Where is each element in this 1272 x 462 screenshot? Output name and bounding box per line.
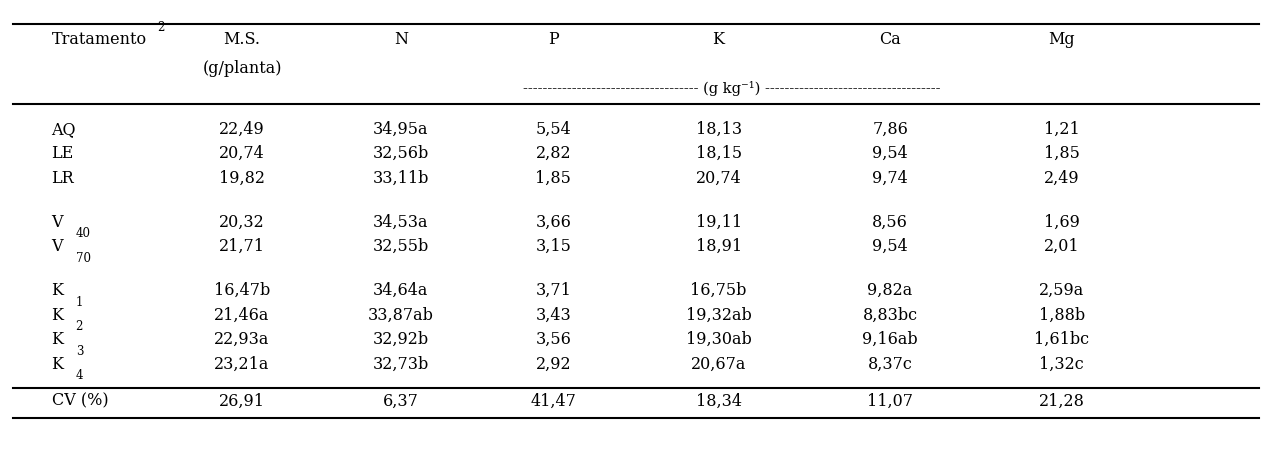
Text: K: K	[52, 331, 64, 348]
Text: K: K	[52, 356, 64, 373]
Text: 2: 2	[75, 320, 83, 333]
Text: 32,56b: 32,56b	[373, 145, 429, 162]
Text: 3,71: 3,71	[536, 282, 571, 299]
Text: 8,56: 8,56	[873, 214, 908, 231]
Text: 3,15: 3,15	[536, 238, 571, 255]
Text: N: N	[394, 31, 408, 49]
Text: 16,47b: 16,47b	[214, 282, 270, 299]
Text: 20,74: 20,74	[219, 145, 265, 162]
Text: 9,16ab: 9,16ab	[862, 331, 918, 348]
Text: 32,55b: 32,55b	[373, 238, 429, 255]
Text: 2,49: 2,49	[1044, 170, 1080, 187]
Text: P: P	[548, 31, 558, 49]
Text: 33,11b: 33,11b	[373, 170, 429, 187]
Text: 7,86: 7,86	[873, 121, 908, 138]
Text: 6,37: 6,37	[383, 393, 418, 409]
Text: Tratamento: Tratamento	[52, 31, 146, 49]
Text: 19,82: 19,82	[219, 170, 265, 187]
Text: 18,34: 18,34	[696, 393, 742, 409]
Text: 32,92b: 32,92b	[373, 331, 429, 348]
Text: 1,88b: 1,88b	[1039, 307, 1085, 324]
Text: K: K	[712, 31, 725, 49]
Text: 21,46a: 21,46a	[215, 307, 270, 324]
Text: LR: LR	[52, 170, 74, 187]
Text: Mg: Mg	[1048, 31, 1075, 49]
Text: 16,75b: 16,75b	[691, 282, 747, 299]
Text: 4: 4	[75, 369, 83, 382]
Text: 19,32ab: 19,32ab	[686, 307, 752, 324]
Text: 20,74: 20,74	[696, 170, 742, 187]
Text: 33,87ab: 33,87ab	[368, 307, 434, 324]
Text: 9,54: 9,54	[873, 145, 908, 162]
Text: 21,28: 21,28	[1039, 393, 1085, 409]
Text: 34,64a: 34,64a	[373, 282, 429, 299]
Text: 9,82a: 9,82a	[868, 282, 913, 299]
Text: 18,15: 18,15	[696, 145, 742, 162]
Text: M.S.: M.S.	[224, 31, 261, 49]
Text: 1,85: 1,85	[536, 170, 571, 187]
Text: 8,83bc: 8,83bc	[862, 307, 917, 324]
Text: V: V	[52, 214, 64, 231]
Text: 1,69: 1,69	[1044, 214, 1080, 231]
Text: 18,91: 18,91	[696, 238, 742, 255]
Text: K: K	[52, 307, 64, 324]
Text: 40: 40	[75, 227, 90, 240]
Text: 3: 3	[75, 345, 83, 358]
Text: 2: 2	[156, 20, 164, 34]
Text: 20,67a: 20,67a	[691, 356, 747, 373]
Text: 2,82: 2,82	[536, 145, 571, 162]
Text: V: V	[52, 238, 64, 255]
Text: CV (%): CV (%)	[52, 393, 108, 409]
Text: 34,95a: 34,95a	[373, 121, 429, 138]
Text: AQ: AQ	[52, 121, 76, 138]
Text: 23,21a: 23,21a	[215, 356, 270, 373]
Text: 19,30ab: 19,30ab	[686, 331, 752, 348]
Text: 1,61bc: 1,61bc	[1034, 331, 1089, 348]
Text: 70: 70	[75, 252, 90, 265]
Text: 8,37c: 8,37c	[868, 356, 912, 373]
Text: K: K	[52, 282, 64, 299]
Text: 11,07: 11,07	[868, 393, 913, 409]
Text: 26,91: 26,91	[219, 393, 265, 409]
Text: 19,11: 19,11	[696, 214, 742, 231]
Text: 20,32: 20,32	[219, 214, 265, 231]
Text: ------------------------------------ (g kg⁻¹) ----------------------------------: ------------------------------------ (g …	[523, 81, 940, 97]
Text: 2,92: 2,92	[536, 356, 571, 373]
Text: 2,59a: 2,59a	[1039, 282, 1084, 299]
Text: 41,47: 41,47	[530, 393, 576, 409]
Text: 2,01: 2,01	[1044, 238, 1080, 255]
Text: (g/planta): (g/planta)	[202, 60, 282, 77]
Text: 21,71: 21,71	[219, 238, 265, 255]
Text: LE: LE	[52, 145, 74, 162]
Text: 9,74: 9,74	[873, 170, 908, 187]
Text: 5,54: 5,54	[536, 121, 571, 138]
Text: 22,93a: 22,93a	[215, 331, 270, 348]
Text: 1,32c: 1,32c	[1039, 356, 1084, 373]
Text: 18,13: 18,13	[696, 121, 742, 138]
Text: Ca: Ca	[879, 31, 901, 49]
Text: 1,85: 1,85	[1044, 145, 1080, 162]
Text: 1: 1	[75, 296, 83, 309]
Text: 1,21: 1,21	[1044, 121, 1080, 138]
Text: 3,56: 3,56	[536, 331, 571, 348]
Text: 3,66: 3,66	[536, 214, 571, 231]
Text: 22,49: 22,49	[219, 121, 265, 138]
Text: 34,53a: 34,53a	[373, 214, 429, 231]
Text: 32,73b: 32,73b	[373, 356, 429, 373]
Text: 9,54: 9,54	[873, 238, 908, 255]
Text: 3,43: 3,43	[536, 307, 571, 324]
